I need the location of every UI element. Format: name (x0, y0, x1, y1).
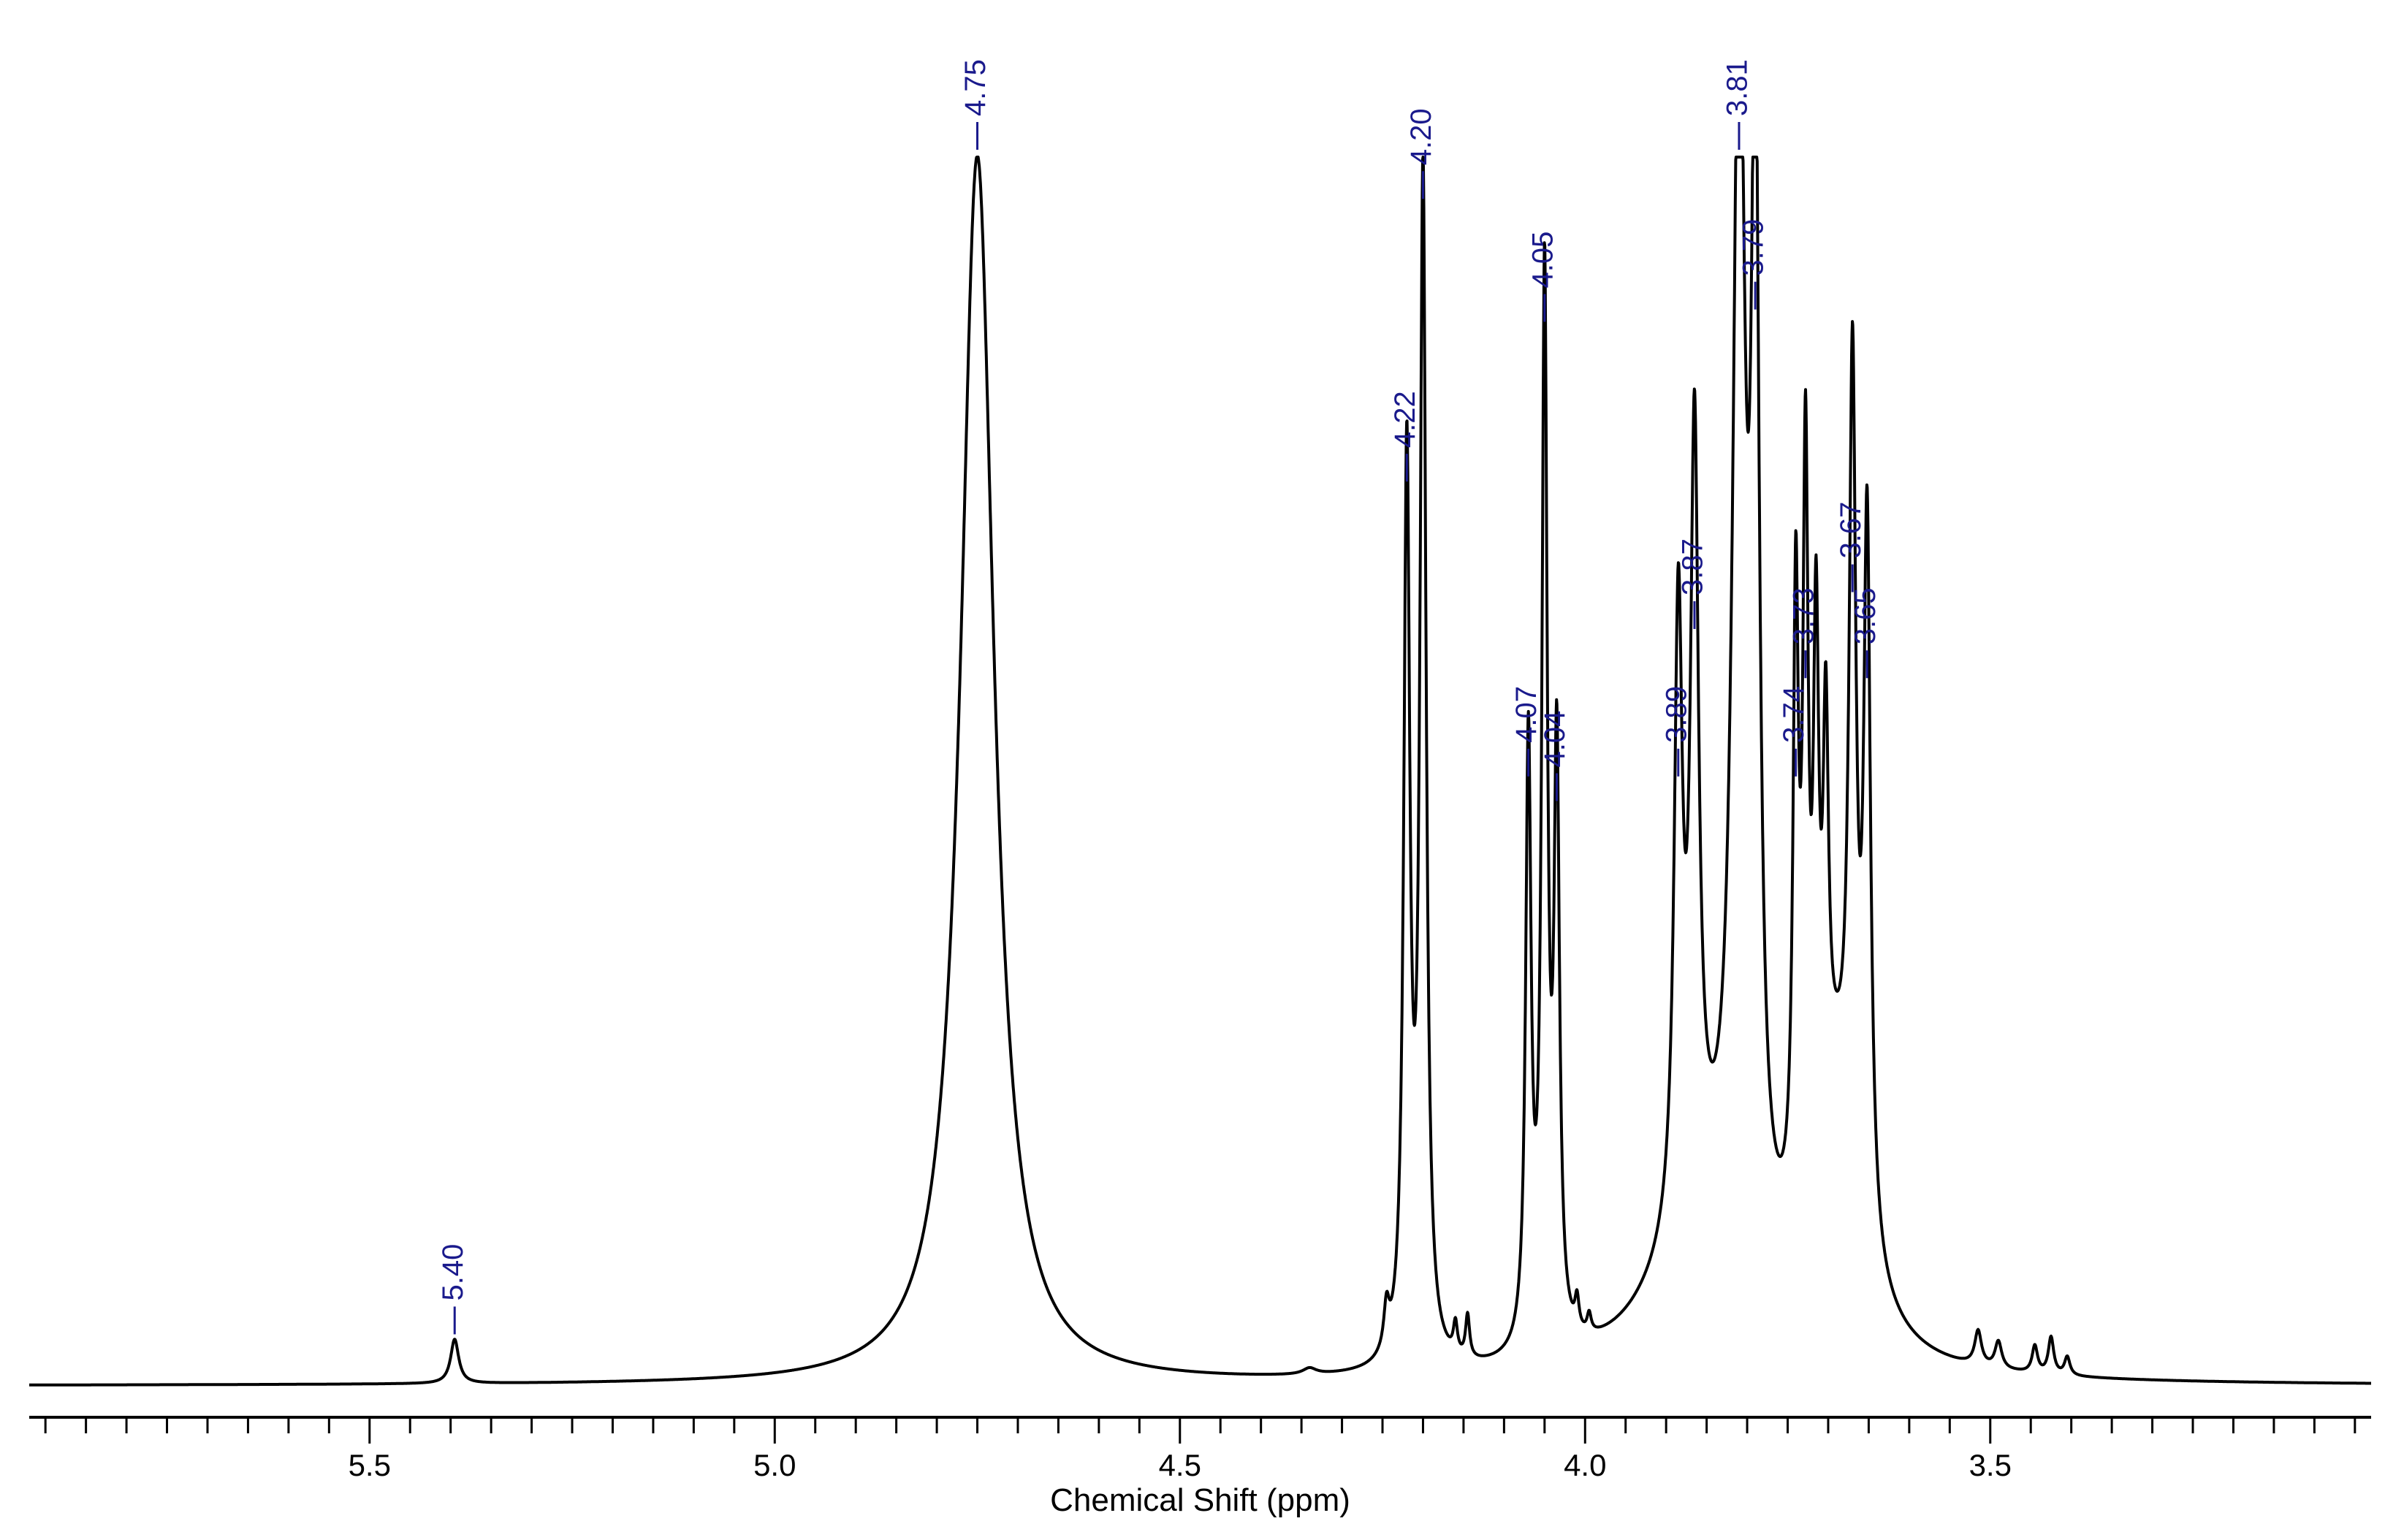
x-tick-label: 4.0 (1564, 1448, 1606, 1482)
peak-label: 3.73 (1787, 587, 1819, 644)
peak-labels: 5.40 4.75 4.22 4.20 4.07 4.05 4.04 3.89 3.87 3.81… (437, 59, 1882, 1335)
peak-label: 3.67 (1835, 502, 1867, 559)
peak-label: 4.05 (1526, 232, 1559, 289)
x-tick-label: 5.5 (349, 1448, 391, 1482)
spectrum-layer (28, 156, 2373, 1387)
x-axis-title: Chemical Shift (ppm) (1050, 1482, 1350, 1518)
spectrum-line (28, 156, 2373, 1387)
peak-label: 3.81 (1722, 59, 1754, 116)
x-axis: 5.5 5.0 4.5 4.0 3.5 (29, 1416, 2371, 1482)
peak-label: 3.87 (1677, 538, 1709, 595)
peak-label: 4.20 (1405, 108, 1437, 165)
peak-label: 5.40 (437, 1244, 469, 1301)
x-tick-label: 4.5 (1159, 1448, 1201, 1482)
peak-label: 3.89 (1660, 686, 1692, 743)
x-tick-label: 3.5 (1969, 1448, 2012, 1482)
peak-label: 4.22 (1389, 391, 1421, 448)
peak-label: 3.74 (1778, 686, 1810, 743)
peak-label: 4.04 (1539, 711, 1571, 768)
peak-label: 4.75 (959, 59, 992, 116)
peak-label: 3.79 (1738, 219, 1770, 276)
x-tick-label: 5.0 (753, 1448, 796, 1482)
peak-label: 4.07 (1510, 686, 1543, 743)
peak-label: 3.65 (1849, 587, 1882, 644)
